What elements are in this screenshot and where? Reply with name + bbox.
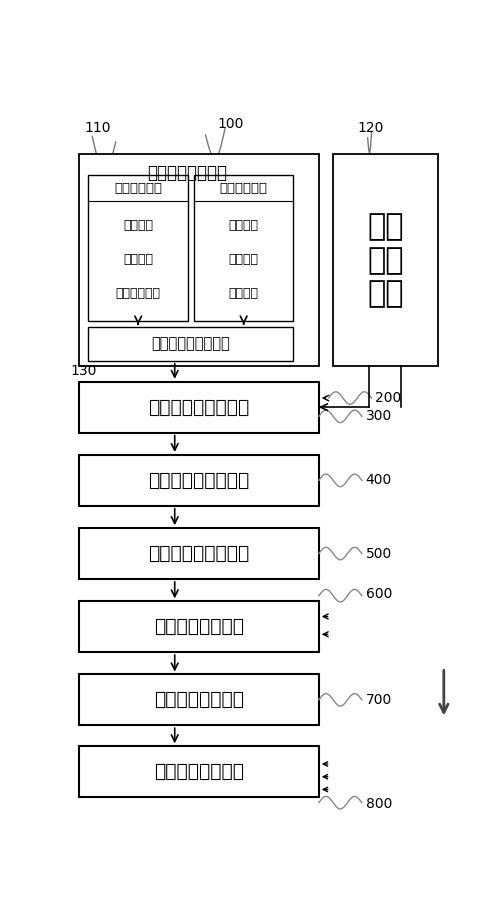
- Bar: [79, 154, 319, 367]
- Text: 700: 700: [366, 693, 392, 707]
- Text: 130: 130: [71, 365, 97, 378]
- Bar: [194, 175, 293, 321]
- Text: 空气质量值代入步骤: 空气质量值代入步骤: [148, 544, 249, 563]
- Text: 有害气体测量: 有害气体测量: [114, 182, 162, 195]
- Text: 200: 200: [375, 391, 402, 405]
- Text: 二氧化碳: 二氧化碳: [123, 219, 153, 232]
- Text: 有机化合物等: 有机化合物等: [116, 287, 161, 300]
- Text: 湿度测量: 湿度测量: [229, 253, 259, 266]
- Text: 空气质量值导出步骤: 空气质量值导出步骤: [152, 337, 230, 352]
- Bar: [88, 328, 293, 361]
- Text: 空气质量值接收步骤: 空气质量值接收步骤: [148, 397, 249, 416]
- Text: 120: 120: [358, 121, 384, 135]
- Text: 环境检测步骤: 环境检测步骤: [220, 182, 268, 195]
- Text: 温度测量: 温度测量: [229, 219, 259, 232]
- Text: 微尘测量: 微尘测量: [229, 287, 259, 300]
- Text: 500: 500: [366, 547, 392, 560]
- Text: 800: 800: [366, 797, 392, 811]
- Bar: [79, 747, 319, 797]
- Bar: [79, 601, 319, 653]
- Bar: [333, 154, 438, 367]
- Text: 空气质量值表示步骤: 空气质量值表示步骤: [148, 471, 249, 490]
- Text: 300: 300: [366, 409, 392, 424]
- Text: 400: 400: [366, 473, 392, 488]
- Text: 应对方案确认步骤: 应对方案确认步骤: [154, 691, 244, 710]
- Text: 600: 600: [366, 587, 392, 601]
- Text: 110: 110: [85, 121, 111, 135]
- Bar: [79, 382, 319, 433]
- Text: 空气质量判断步骤: 空气质量判断步骤: [147, 164, 227, 182]
- Bar: [79, 529, 319, 579]
- Bar: [79, 455, 319, 506]
- Text: 100: 100: [217, 117, 243, 131]
- Text: 紧急情况呼叫步骤: 紧急情况呼叫步骤: [154, 762, 244, 781]
- Text: 应对方案表示步骤: 应对方案表示步骤: [154, 617, 244, 636]
- Bar: [79, 674, 319, 725]
- Text: 通信
连接
步骤: 通信 连接 步骤: [367, 212, 404, 309]
- Text: 一氧化碳: 一氧化碳: [123, 253, 153, 266]
- Bar: [88, 175, 188, 321]
